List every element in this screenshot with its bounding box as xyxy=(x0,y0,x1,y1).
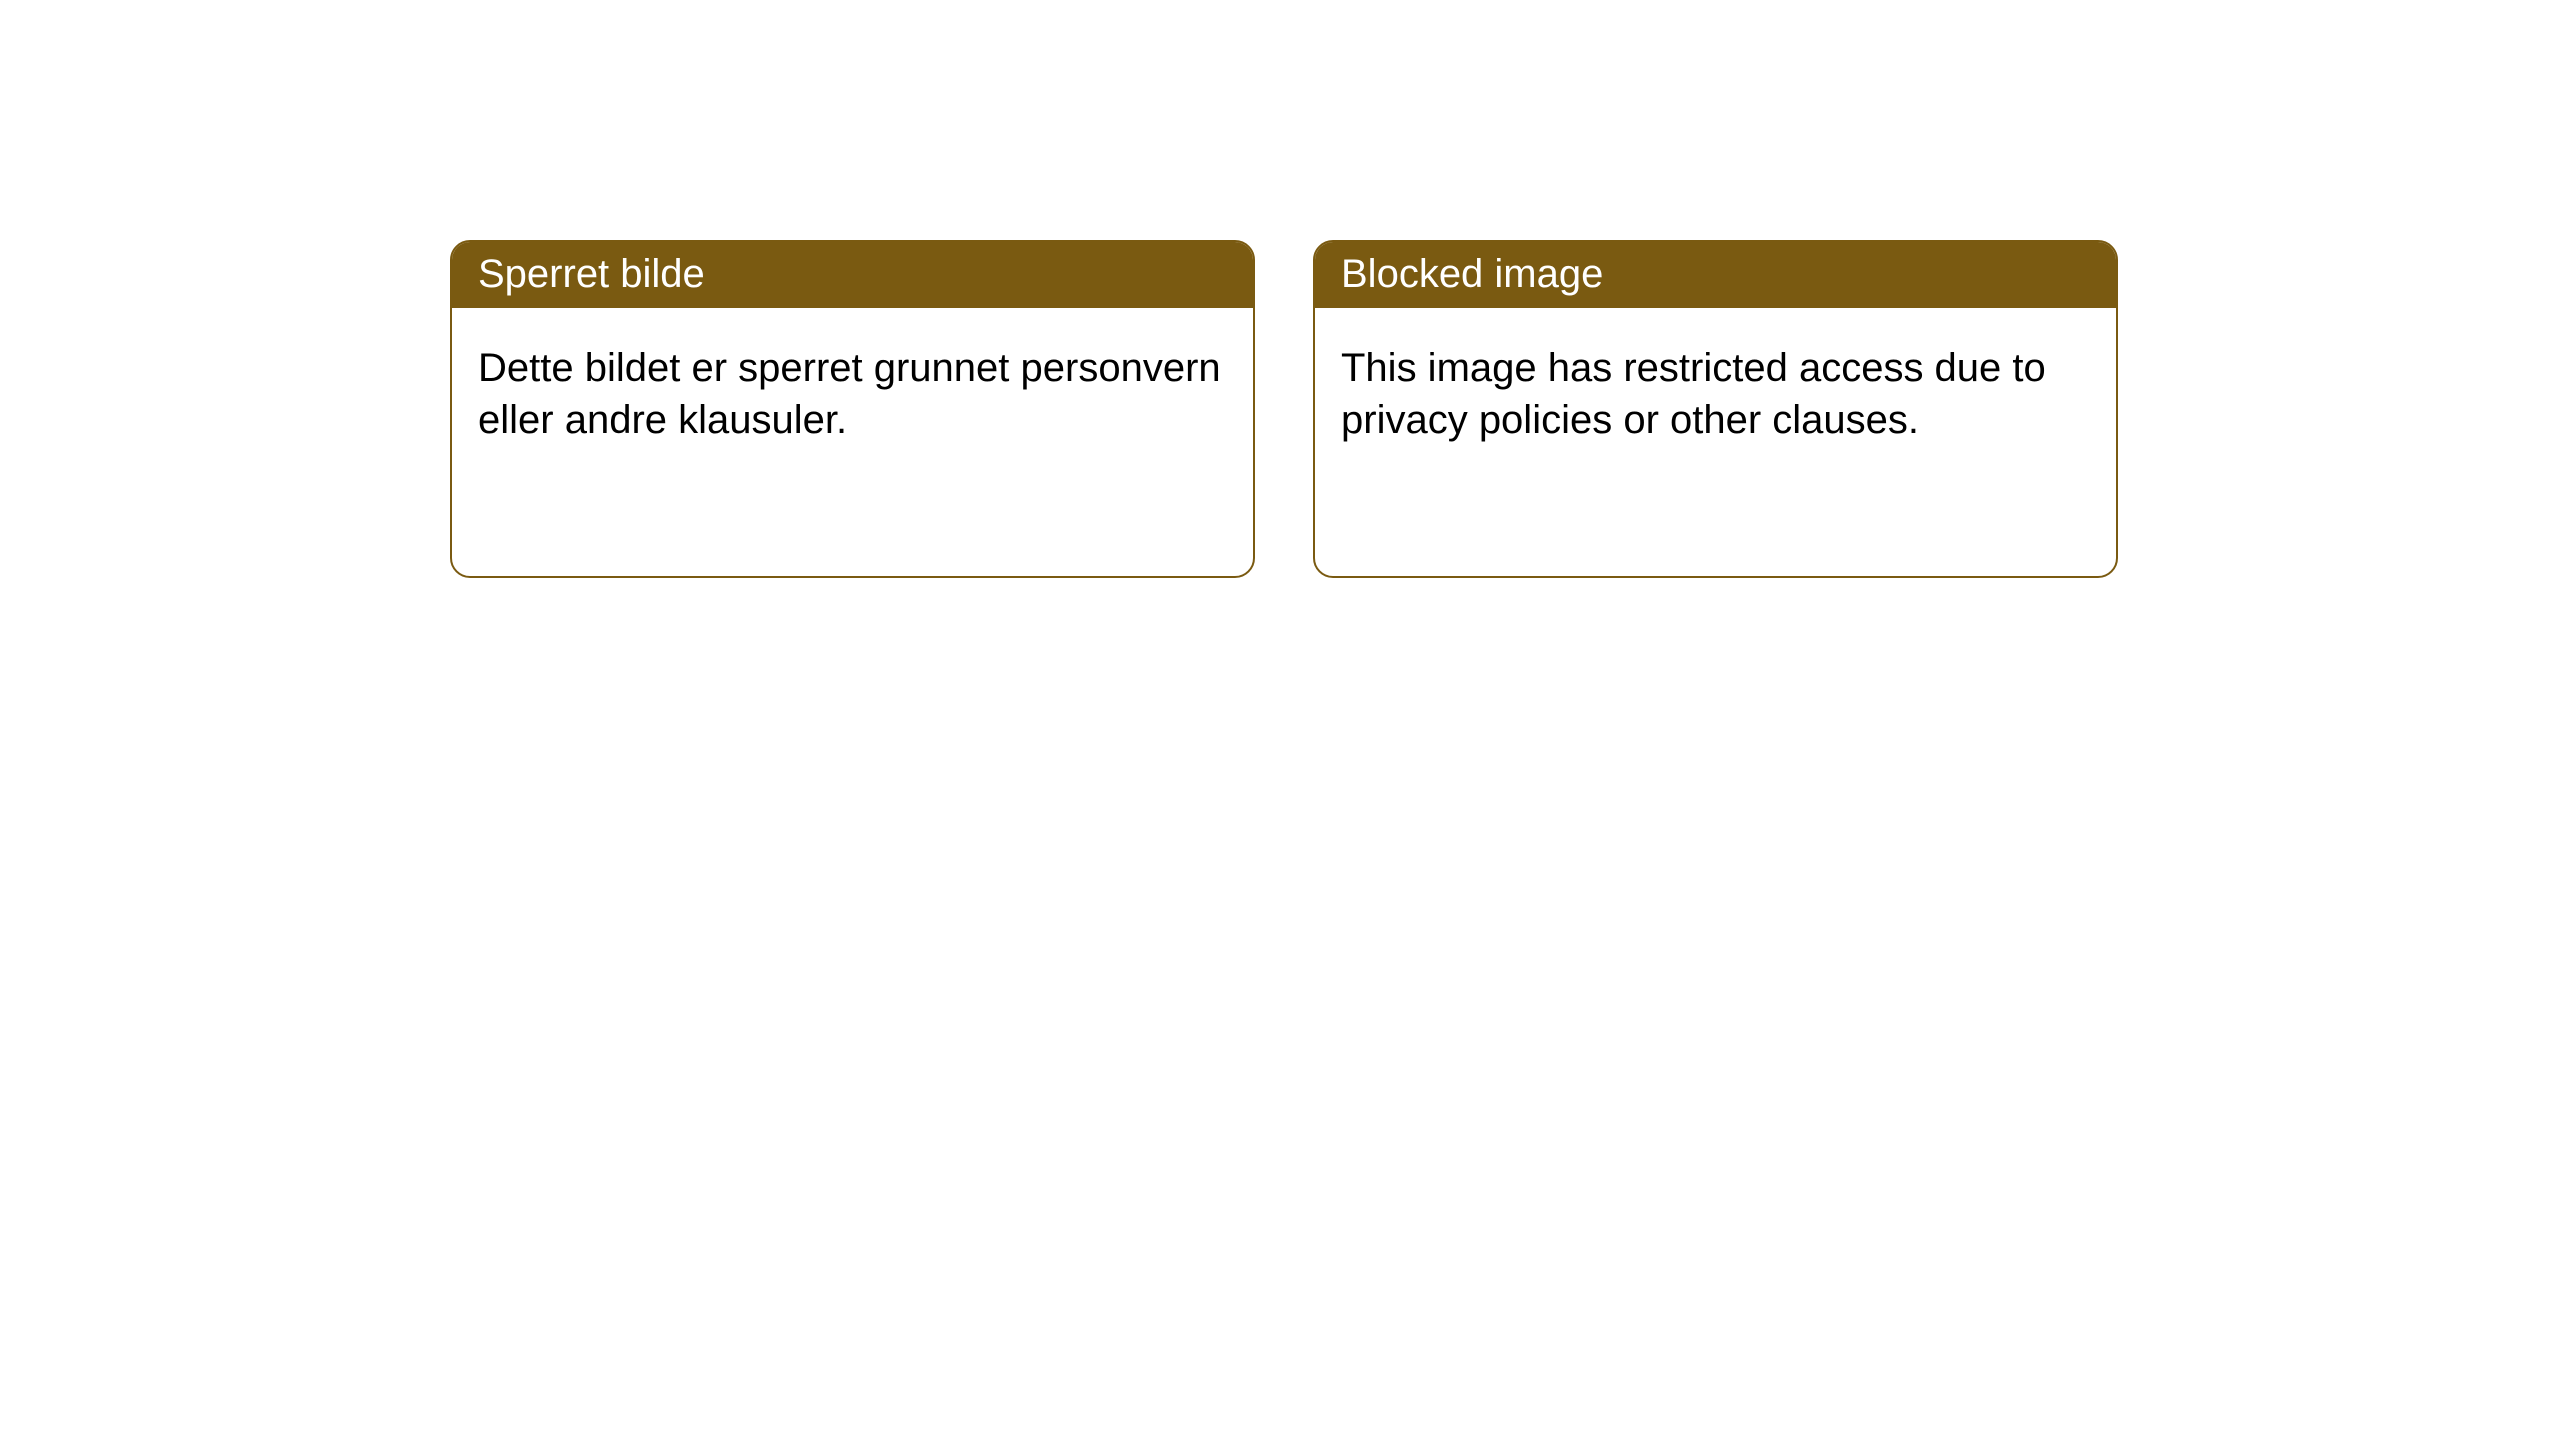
notice-message: Dette bildet er sperret grunnet personve… xyxy=(478,346,1221,442)
notice-body: This image has restricted access due to … xyxy=(1315,308,2116,480)
notice-box-norwegian: Sperret bilde Dette bildet er sperret gr… xyxy=(450,240,1255,578)
notice-title: Blocked image xyxy=(1341,252,1603,296)
notice-header: Blocked image xyxy=(1315,242,2116,308)
notice-box-english: Blocked image This image has restricted … xyxy=(1313,240,2118,578)
notice-header: Sperret bilde xyxy=(452,242,1253,308)
notice-body: Dette bildet er sperret grunnet personve… xyxy=(452,308,1253,480)
notice-container: Sperret bilde Dette bildet er sperret gr… xyxy=(450,240,2118,578)
notice-title: Sperret bilde xyxy=(478,252,705,296)
notice-message: This image has restricted access due to … xyxy=(1341,346,2046,442)
